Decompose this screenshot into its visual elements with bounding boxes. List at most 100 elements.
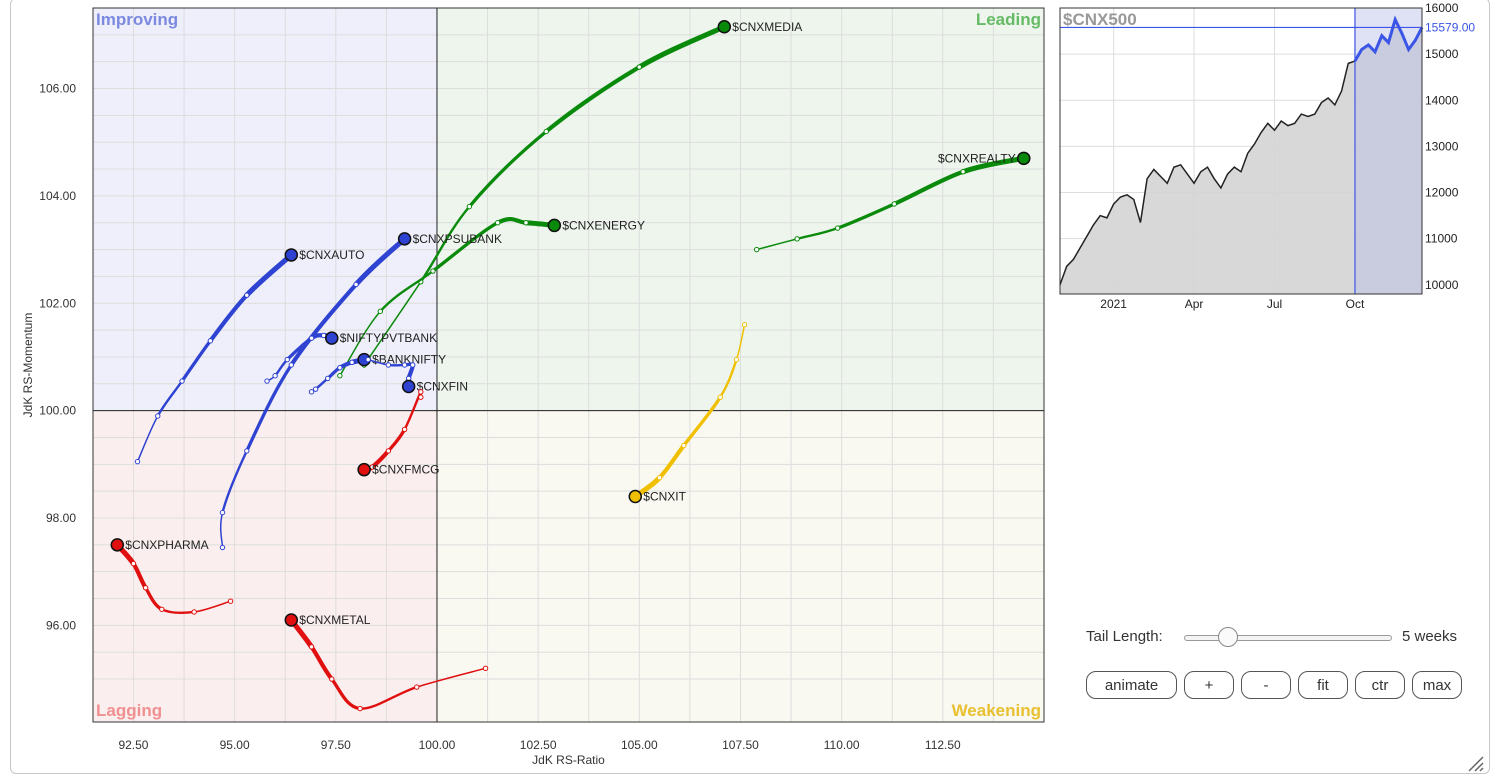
series-label: $CNXFMCG bbox=[372, 463, 439, 477]
series-tail-segment bbox=[330, 677, 362, 711]
series-head-point bbox=[401, 379, 416, 394]
quadrant-label-leading: Leading bbox=[976, 10, 1041, 29]
series-tail-point bbox=[284, 356, 290, 363]
series-tail-point bbox=[753, 246, 760, 253]
mini-y-tick-label: 12000 bbox=[1425, 186, 1459, 200]
series-head-point bbox=[628, 489, 643, 504]
series-banknifty: $BANKNIFTY bbox=[308, 353, 446, 395]
animate-button[interactable]: animate bbox=[1086, 671, 1177, 699]
series-tail-point bbox=[377, 308, 384, 315]
x-tick-label: 110.00 bbox=[824, 738, 860, 752]
series-tail-point bbox=[733, 356, 740, 363]
series-tail-point bbox=[418, 389, 424, 395]
quadrant-improving bbox=[93, 8, 437, 411]
y-tick-label: 106.00 bbox=[39, 82, 76, 96]
series-tail-point bbox=[466, 203, 473, 210]
series-tail-point bbox=[349, 359, 355, 366]
series-tail-segment bbox=[221, 449, 248, 514]
mini-highlight-region bbox=[1354, 8, 1422, 294]
y-tick-label: 102.00 bbox=[39, 296, 76, 310]
series-tail-point bbox=[741, 322, 748, 328]
series-cnxrealty: $CNXREALTY bbox=[753, 151, 1031, 253]
x-tick-label: 100.00 bbox=[419, 738, 456, 752]
tail-length-value: 5 weeks bbox=[1402, 628, 1458, 645]
series-tail-segment bbox=[657, 443, 686, 480]
center-button[interactable]: ctr bbox=[1355, 671, 1405, 699]
series-tail-segment bbox=[289, 282, 359, 368]
series-tail-segment bbox=[467, 129, 548, 209]
series-tail-point bbox=[482, 665, 489, 672]
series-tail-segment bbox=[339, 310, 382, 377]
plot-border bbox=[92, 7, 1045, 723]
series-tail-point bbox=[794, 236, 800, 242]
series-head-point bbox=[325, 331, 339, 345]
series-tail-point bbox=[244, 448, 250, 454]
series-tail-point bbox=[385, 362, 392, 368]
mini-chart-title: $CNX500 bbox=[1063, 10, 1137, 29]
zoom-in-button[interactable]: + bbox=[1184, 671, 1234, 699]
series-tail-segment bbox=[379, 269, 435, 313]
series-head-point bbox=[547, 218, 562, 233]
y-tick-label: 98.00 bbox=[46, 511, 76, 525]
max-button[interactable]: max bbox=[1412, 671, 1462, 699]
series-tail-segment bbox=[309, 644, 334, 682]
series-label: $CNXMETAL bbox=[299, 613, 370, 627]
mini-y-tick-label: 13000 bbox=[1425, 139, 1459, 153]
resize-grip-icon[interactable] bbox=[1464, 752, 1484, 772]
series-cnxmedia: $CNXMEDIA bbox=[361, 20, 802, 368]
y-tick-label: 104.00 bbox=[39, 189, 76, 203]
y-axis-label: JdK RS-Momentum bbox=[21, 313, 35, 418]
series-tail-point bbox=[365, 356, 371, 363]
series-label: $CNXIT bbox=[643, 490, 686, 504]
series-tail-point bbox=[681, 442, 687, 449]
series-tail-segment bbox=[358, 685, 418, 710]
series-tail-segment bbox=[156, 379, 184, 418]
mini-chart-border bbox=[1059, 7, 1423, 295]
series-head-point bbox=[110, 538, 125, 552]
series-label: $CNXPSUBANK bbox=[413, 232, 502, 246]
series-head-point bbox=[717, 20, 732, 34]
x-tick-label: 105.00 bbox=[621, 738, 658, 752]
series-tail-point bbox=[219, 544, 226, 551]
series-cnxpharma: $CNXPHARMA bbox=[110, 538, 234, 615]
series-tail-point bbox=[353, 281, 359, 288]
mini-current-value-label: 15579.00 bbox=[1425, 20, 1475, 34]
mini-highlight-line bbox=[1353, 15, 1424, 62]
tail-length-slider[interactable] bbox=[1184, 627, 1392, 647]
series-cnxauto: $CNXAUTO bbox=[134, 248, 364, 465]
mini-y-tick-label: 14000 bbox=[1425, 93, 1459, 107]
series-cnxmetal: $CNXMETAL bbox=[284, 613, 489, 712]
series-tail-point bbox=[325, 375, 331, 382]
mini-y-tick-label: 15000 bbox=[1425, 47, 1459, 61]
series-head-point bbox=[357, 462, 371, 477]
x-tick-label: 97.50 bbox=[321, 738, 351, 752]
mini-area-fill bbox=[1060, 19, 1422, 294]
series-tail-point bbox=[523, 220, 529, 226]
series-tail-segment bbox=[245, 363, 293, 453]
series-tail-point bbox=[409, 362, 416, 368]
series-tail-point bbox=[308, 644, 315, 650]
series-label: $CNXFIN bbox=[417, 379, 468, 393]
x-tick-label: 112.50 bbox=[925, 738, 961, 752]
series-tail-point bbox=[717, 394, 723, 400]
series-tail-point bbox=[337, 373, 343, 379]
x-tick-label: 92.50 bbox=[118, 738, 148, 752]
mini-x-tick-label: Jul bbox=[1267, 297, 1282, 311]
series-tail-segment bbox=[892, 169, 966, 207]
x-axis-label: JdK RS-Ratio bbox=[532, 753, 605, 767]
series-tail-segment bbox=[795, 226, 839, 241]
series-tail-point bbox=[891, 201, 897, 207]
mini-y-tick-label: 11000 bbox=[1425, 232, 1458, 246]
series-tail-segment bbox=[419, 205, 471, 283]
series-tail-point bbox=[494, 220, 501, 226]
series-tail-point bbox=[130, 560, 137, 567]
rrg-controls: Tail Length: 5 weeks animate + - fit ctr… bbox=[1086, 626, 1476, 706]
slider-knob-icon[interactable] bbox=[1218, 627, 1239, 647]
x-tick-label: 102.50 bbox=[520, 738, 557, 752]
series-tail-point bbox=[430, 268, 436, 274]
series-label: $CNXAUTO bbox=[299, 248, 364, 262]
fit-button[interactable]: fit bbox=[1298, 671, 1348, 699]
zoom-out-button[interactable]: - bbox=[1241, 671, 1291, 699]
series-tail-point bbox=[312, 386, 319, 392]
